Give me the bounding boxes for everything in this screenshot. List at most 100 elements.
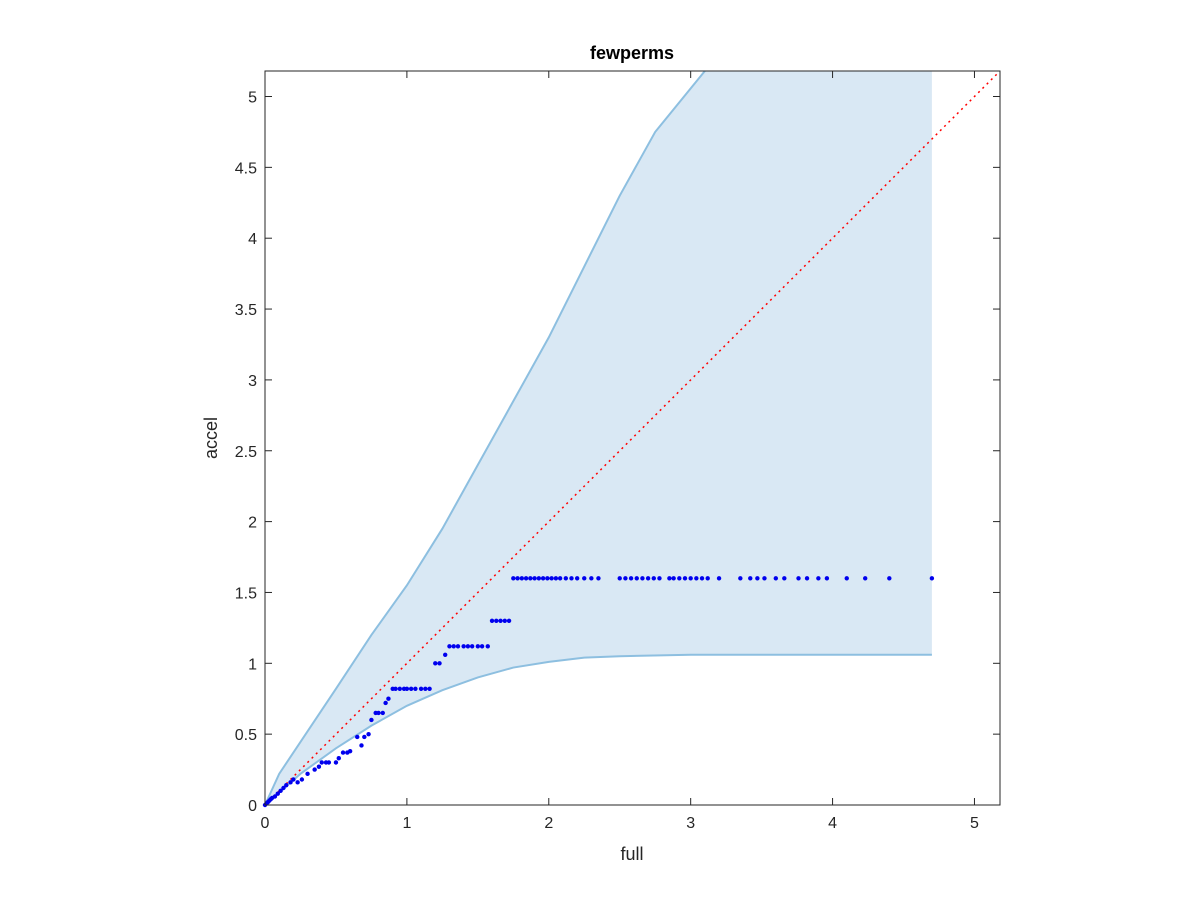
- band-lower-edge: [264, 653, 932, 806]
- data-point: [929, 576, 935, 581]
- y-tick-label: 2.5: [235, 444, 257, 461]
- data-point: [688, 576, 693, 581]
- data-point: [437, 661, 442, 666]
- y-tick-label: 0: [248, 798, 257, 815]
- plot-area: [262, 70, 1001, 808]
- data-point: [295, 780, 300, 785]
- data-point: [506, 618, 512, 623]
- data-point: [380, 710, 385, 716]
- chart-title: fewperms: [590, 43, 674, 63]
- data-point: [677, 576, 682, 581]
- data-point: [494, 618, 499, 623]
- data-point: [498, 618, 503, 623]
- data-point: [748, 576, 753, 581]
- data-point: [628, 576, 634, 581]
- data-point: [816, 576, 821, 581]
- data-point: [738, 576, 743, 581]
- data-point: [716, 576, 722, 581]
- data-point: [413, 686, 418, 692]
- x-tick-label: 2: [544, 815, 553, 832]
- data-point: [651, 576, 656, 581]
- data-point: [569, 576, 574, 581]
- data-point: [755, 576, 760, 581]
- data-point: [782, 576, 787, 581]
- data-point: [291, 777, 296, 782]
- data-point: [288, 780, 293, 785]
- data-point: [404, 686, 410, 692]
- data-point: [557, 576, 563, 581]
- data-point: [355, 734, 360, 740]
- data-point: [272, 794, 278, 799]
- data-point: [465, 644, 471, 649]
- data-point: [671, 576, 676, 581]
- y-tick-label: 3: [248, 373, 257, 390]
- axes-frame: [264, 70, 1001, 806]
- data-point: [796, 576, 801, 581]
- data-point: [319, 760, 324, 765]
- data-point: [393, 686, 398, 692]
- data-point: [281, 785, 286, 791]
- data-point: [511, 576, 516, 581]
- data-point: [423, 686, 428, 692]
- data-point: [275, 791, 280, 796]
- x-axis-ticks: 0 1 2 3 4 5: [261, 71, 979, 832]
- y-tick-label: 1: [248, 656, 257, 673]
- data-point: [515, 576, 520, 581]
- y-tick-label: 5: [248, 90, 257, 107]
- data-point: [479, 644, 485, 649]
- data-point: [667, 576, 672, 581]
- data-point: [523, 576, 529, 581]
- data-point: [278, 788, 283, 794]
- data-point: [532, 576, 537, 581]
- data-point: [461, 644, 466, 649]
- data-point: [469, 644, 475, 649]
- data-point: [336, 756, 341, 761]
- data-point: [762, 576, 767, 581]
- data-point: [682, 576, 688, 581]
- data-point: [475, 644, 481, 649]
- x-tick-label: 1: [402, 815, 411, 832]
- data-point: [634, 576, 639, 581]
- data-point: [316, 764, 322, 769]
- data-point: [489, 618, 495, 623]
- data-point: [326, 760, 332, 765]
- data-point: [694, 576, 699, 581]
- x-tick-label: 3: [686, 815, 695, 832]
- data-point: [887, 576, 892, 581]
- data-point: [443, 652, 448, 657]
- data-point: [451, 644, 456, 649]
- data-point: [340, 750, 346, 755]
- y-axis-ticks: 0 0.5 1 1.5 2 2.5 3 3.5 4 4.5 5: [235, 90, 1000, 815]
- data-point: [617, 576, 622, 581]
- data-point: [863, 576, 868, 581]
- data-point: [553, 576, 559, 581]
- x-tick-label: 5: [970, 815, 979, 832]
- x-axis-label: full: [620, 844, 643, 864]
- data-point: [427, 686, 432, 692]
- data-point: [519, 576, 525, 581]
- confidence-band: [265, 71, 932, 805]
- data-point: [485, 644, 490, 649]
- data-point: [824, 576, 830, 581]
- data-point: [545, 576, 550, 581]
- reference-line-identity: [264, 70, 1001, 806]
- data-point: [397, 686, 402, 692]
- data-point: [376, 710, 381, 716]
- data-point: [699, 576, 705, 581]
- data-point: [447, 644, 452, 649]
- y-tick-label: 0.5: [235, 727, 257, 744]
- data-point: [502, 618, 507, 623]
- data-point: [455, 644, 461, 649]
- data-point: [804, 576, 810, 581]
- data-point: [773, 576, 779, 581]
- data-point: [284, 782, 289, 788]
- data-point: [705, 576, 710, 581]
- data-point: [549, 576, 554, 581]
- axes-box: [264, 70, 1001, 806]
- data-point: [589, 576, 594, 581]
- data-point: [408, 686, 414, 692]
- y-axis-label: accel: [201, 417, 221, 459]
- y-tick-label: 1.5: [235, 585, 257, 602]
- x-tick-label: 0: [261, 815, 270, 832]
